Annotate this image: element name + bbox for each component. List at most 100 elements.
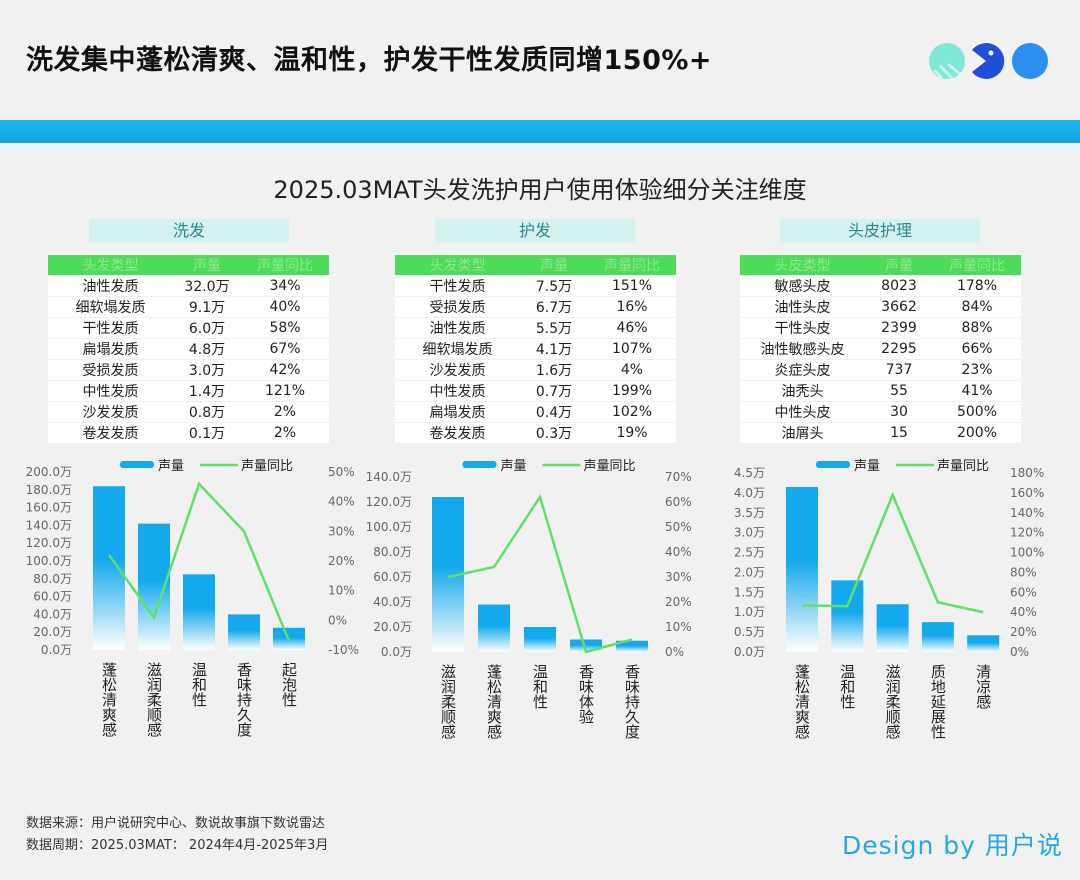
right-axis-tick: 10%: [665, 620, 692, 634]
table-cell: 卷发发质: [395, 422, 520, 443]
legend-line-label: 声量同比: [241, 459, 293, 474]
table-row: 敏感头皮 8023 178%: [740, 275, 1021, 297]
table-cell: 干性发质: [48, 317, 173, 339]
table-cell: 200%: [933, 422, 1021, 443]
table-cell: 细软塌发质: [48, 296, 173, 318]
category-label: 香味持久度: [623, 664, 641, 739]
category-label: 质地延展性: [929, 664, 947, 739]
table-cell: 细软塌发质: [395, 338, 520, 360]
column-header: 声量同比: [933, 255, 1021, 276]
table-row: 受损发质 3.0万 42%: [48, 359, 329, 381]
left-axis-tick: 60.0万: [373, 570, 412, 584]
chart-scalp: 0.0万 0.5万 1.0万 1.5万 2.0万 2.5万 3.0万 3.5万 4.0万 4.5万…: [734, 459, 1044, 739]
table-row: 受损发质 6.7万 16%: [395, 296, 676, 318]
right-axis-tick: 0%: [1010, 645, 1029, 659]
left-axis-tick: 200.0万: [26, 465, 72, 479]
table-cell: 油屑头: [740, 422, 865, 443]
table-row: 扁塌发质 4.8万 67%: [48, 338, 329, 360]
category-label: 清凉感: [974, 664, 992, 709]
right-axis-tick: 20%: [328, 554, 355, 568]
left-axis-tick: 0.0万: [41, 643, 72, 657]
bar: [921, 622, 954, 652]
category-label: 起泡性: [280, 662, 298, 707]
table-cell: 1.6万: [520, 359, 588, 381]
left-axis-tick: 40.0万: [33, 607, 72, 621]
column-header: 声量: [865, 255, 933, 276]
table-cell: 0.4万: [520, 401, 588, 423]
right-axis-tick: 0%: [328, 613, 347, 627]
column-header: 声量: [520, 255, 588, 276]
left-axis-tick: 140.0万: [366, 470, 412, 484]
table-header-row: 头发类型 声量 声量同比: [48, 255, 329, 276]
left-axis-tick: 0.0万: [381, 645, 412, 659]
yoy-line: [801, 491, 984, 614]
table-cell: 6.7万: [520, 296, 588, 318]
left-axis-tick: 100.0万: [26, 554, 72, 568]
column-header: 声量同比: [241, 255, 329, 276]
legend-bar-label: 声量: [158, 459, 184, 474]
table-row: 干性发质 6.0万 58%: [48, 317, 329, 339]
table-cell: 42%: [241, 359, 329, 381]
bar: [183, 574, 215, 650]
left-axis-tick: 2.0万: [734, 565, 765, 579]
column-header: 声量同比: [588, 255, 676, 276]
table-row: 沙发发质 0.8万 2%: [48, 401, 329, 423]
category-label: 香味体验: [577, 664, 595, 724]
table-cell: 40%: [241, 296, 329, 318]
table-cell: 7.5万: [520, 275, 588, 297]
left-axis-tick: 1.5万: [734, 585, 765, 599]
table-cell: 2295: [865, 338, 933, 360]
left-axis-tick: 3.5万: [734, 506, 765, 520]
table-cell: 67%: [241, 338, 329, 360]
table-cell: 干性发质: [395, 275, 520, 297]
table-cell: 卷发发质: [48, 422, 173, 443]
table-row: 卷发发质 0.3万 19%: [395, 422, 676, 443]
category-label: 蓬松清爽感: [485, 664, 503, 739]
right-axis-tick: 30%: [328, 524, 355, 538]
right-axis-tick: 40%: [328, 495, 355, 509]
table-cell: 2399: [865, 317, 933, 339]
table-cell: 19%: [588, 422, 676, 443]
right-axis-tick: 10%: [328, 584, 355, 598]
table-row: 油屑头 15 200%: [740, 422, 1021, 443]
table-cell: 敏感头皮: [740, 275, 865, 297]
chart-subtitle: 2025.03MAT头发洗护用户使用体验细分关注维度: [273, 176, 807, 204]
header-band-shadow: [0, 143, 1080, 149]
legend-bar-swatch: [120, 461, 154, 468]
table-cell: 2%: [241, 401, 329, 423]
table-row: 卷发发质 0.1万 2%: [48, 422, 329, 443]
table-cell: 737: [865, 359, 933, 381]
table-wash: 头发类型 声量 声量同比 油性发质 32.0万 34% 细软塌发质 9.1万 40% 干性发质 6.…: [48, 255, 329, 443]
left-axis-tick: 20.0万: [373, 620, 412, 634]
table-cell: 15: [865, 422, 933, 443]
category-label: 滋润柔顺感: [145, 662, 163, 737]
table-row: 干性头皮 2399 88%: [740, 317, 1021, 339]
table-row: 油性敏感头皮 2295 66%: [740, 338, 1021, 360]
table-cell: 2%: [241, 422, 329, 443]
bar: [524, 627, 556, 652]
table-cell: 58%: [241, 317, 329, 339]
bar: [876, 604, 909, 652]
left-axis-tick: 40.0万: [373, 595, 412, 609]
section-label-scalp: 头皮护理: [780, 219, 980, 243]
table-cell: 中性头皮: [740, 401, 865, 423]
bar: [616, 640, 648, 652]
table-cell: 扁塌发质: [395, 401, 520, 423]
table-cell: 46%: [588, 317, 676, 339]
table-cell: 4.1万: [520, 338, 588, 360]
right-axis-tick: -10%: [328, 643, 359, 657]
left-axis-tick: 60.0万: [33, 590, 72, 604]
table-cell: 4.8万: [173, 338, 241, 360]
right-axis-tick: 50%: [328, 465, 355, 479]
page-title: 洗发集中蓬松清爽、温和性，护发干性发质同增150%+: [26, 45, 713, 76]
right-axis-tick: 140%: [1010, 506, 1044, 520]
data-period: 数据周期：2025.03MAT： 2024年4月-2025年3月: [26, 838, 329, 853]
left-axis-tick: 180.0万: [26, 483, 72, 497]
table-row: 炎症头皮 737 23%: [740, 359, 1021, 381]
right-axis-tick: 100%: [1010, 546, 1044, 560]
table-cell: 102%: [588, 401, 676, 423]
table-cell: 3.0万: [173, 359, 241, 381]
table-row: 油秃头 55 41%: [740, 380, 1021, 402]
table-header-row: 头发类型 声量 声量同比: [395, 255, 676, 276]
right-axis-tick: 160%: [1010, 486, 1044, 500]
